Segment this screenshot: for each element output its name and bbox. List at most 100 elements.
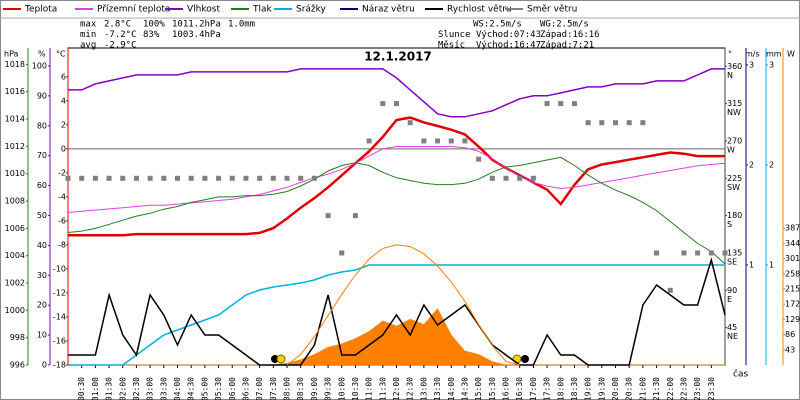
y-tick-label: 45 xyxy=(727,323,737,332)
x-tick-label: 15:00 xyxy=(474,377,483,400)
y-tick-label: 129 xyxy=(785,315,800,324)
direction-point xyxy=(175,175,180,181)
stat-value: 1003.4hPa xyxy=(172,30,221,40)
axis-unit: mm xyxy=(766,50,782,59)
y-tick-label: 90 xyxy=(727,286,737,295)
x-tick-label: 06:30 xyxy=(241,377,250,400)
compass-label: W xyxy=(727,145,735,154)
direction-point xyxy=(202,175,208,181)
x-tick-label: 16:00 xyxy=(502,377,511,400)
x-tick-label: 21:00 xyxy=(638,377,647,400)
series-line xyxy=(286,244,520,366)
y-tick-label: -16 xyxy=(53,336,66,345)
x-tick-label: 10:30 xyxy=(351,377,360,400)
y-tick-label: 0 xyxy=(61,144,66,153)
y-tick-label: 387 xyxy=(785,224,800,233)
stat-label: max xyxy=(80,20,97,30)
direction-point xyxy=(352,213,358,219)
y-tick-label: 6 xyxy=(61,72,66,81)
direction-point xyxy=(640,120,646,126)
series-line xyxy=(68,264,725,366)
info-text: Východ:07:43 xyxy=(476,30,541,40)
direction-point xyxy=(613,120,618,126)
y-tick-label: 215 xyxy=(785,285,800,294)
compass-label: NE xyxy=(727,332,738,341)
x-tick-label: 20:00 xyxy=(611,377,620,400)
x-tick-label: 05:00 xyxy=(200,377,209,400)
x-tick-label: 22:00 xyxy=(666,377,675,400)
y-tick-label: 20 xyxy=(37,301,47,310)
y-tick-label: 50 xyxy=(37,211,47,220)
direction-point xyxy=(92,175,98,181)
x-tick-label: 09:30 xyxy=(324,377,333,400)
direction-point xyxy=(284,175,290,181)
x-tick-label: 03:30 xyxy=(159,377,168,400)
x-axis-label: čas xyxy=(733,369,748,380)
stat-value: 1011.2hPa xyxy=(172,20,221,30)
direction-point xyxy=(708,250,714,256)
direction-point xyxy=(394,101,399,107)
x-tick-label: 23:30 xyxy=(707,377,716,400)
direction-point xyxy=(421,138,427,144)
direction-point xyxy=(366,138,372,144)
stat-value: 1.0mm xyxy=(228,20,255,30)
y-tick-label: 1000 xyxy=(5,306,25,315)
compass-label: SE xyxy=(727,257,737,266)
info-text: Západ:7:21 xyxy=(540,41,594,51)
x-tick-label: 13:00 xyxy=(419,377,428,400)
x-tick-label: 15:30 xyxy=(488,377,497,400)
y-tick-label: -4 xyxy=(58,192,66,201)
y-tick-label: 40 xyxy=(37,241,47,250)
stat-value: 100% xyxy=(143,20,165,30)
y-tick-label: 180 xyxy=(727,211,742,220)
x-tick-label: 09:00 xyxy=(310,377,319,400)
y-tick-label: 1008 xyxy=(5,197,25,206)
direction-point xyxy=(667,287,673,293)
y-tick-label: -12 xyxy=(53,288,66,297)
stat-value: -2.9°C xyxy=(104,41,137,51)
legend-label: Vlhkost xyxy=(187,5,220,15)
axis-unit: hPa xyxy=(4,50,19,59)
sunrise-icon xyxy=(276,354,286,364)
y-tick-label: 10 xyxy=(37,331,47,340)
stat-label: avg xyxy=(80,41,96,51)
direction-point xyxy=(558,101,564,107)
y-tick-label: 1004 xyxy=(5,251,25,260)
compass-label: N xyxy=(727,71,733,80)
direction-point xyxy=(298,175,304,181)
y-tick-label: 80 xyxy=(37,121,47,130)
info-text: WS:2.5m/s xyxy=(473,20,522,30)
axis-unit: % xyxy=(38,50,46,59)
x-tick-label: 01:00 xyxy=(91,377,100,400)
direction-point xyxy=(462,138,468,144)
legend-label: Teplota xyxy=(24,5,57,15)
stat-label: min xyxy=(80,30,96,40)
y-tick-label: 60 xyxy=(37,181,47,190)
y-tick-label: 172 xyxy=(785,300,800,309)
compass-label: NW xyxy=(727,108,741,117)
direction-point xyxy=(435,138,441,144)
x-tick-label: 08:00 xyxy=(283,377,292,400)
y-tick-label: 1018 xyxy=(5,60,25,69)
y-tick-label: 258 xyxy=(785,269,800,278)
compass-label: SW xyxy=(727,183,740,192)
info-text: Slunce xyxy=(438,30,471,40)
direction-point xyxy=(585,120,591,126)
info-text: Měsíc xyxy=(438,41,465,51)
y-tick-label: 43 xyxy=(785,345,795,354)
direction-point xyxy=(339,250,345,256)
y-tick-label: 1006 xyxy=(5,224,25,233)
axis-unit: W xyxy=(787,50,795,59)
x-tick-label: 11:30 xyxy=(378,377,387,400)
y-tick-label: 360 xyxy=(727,62,742,71)
stat-value: 2.8°C xyxy=(104,20,131,30)
legend-label: Rychlost větru xyxy=(447,5,512,15)
y-tick-label: 1014 xyxy=(5,115,25,124)
y-tick-label: 1012 xyxy=(5,142,25,151)
direction-point xyxy=(476,156,482,162)
x-tick-label: 18:30 xyxy=(570,377,579,400)
axis-unit: °C xyxy=(56,50,66,59)
y-tick-label: 315 xyxy=(727,99,742,108)
legend-label: Srážky xyxy=(296,5,327,15)
